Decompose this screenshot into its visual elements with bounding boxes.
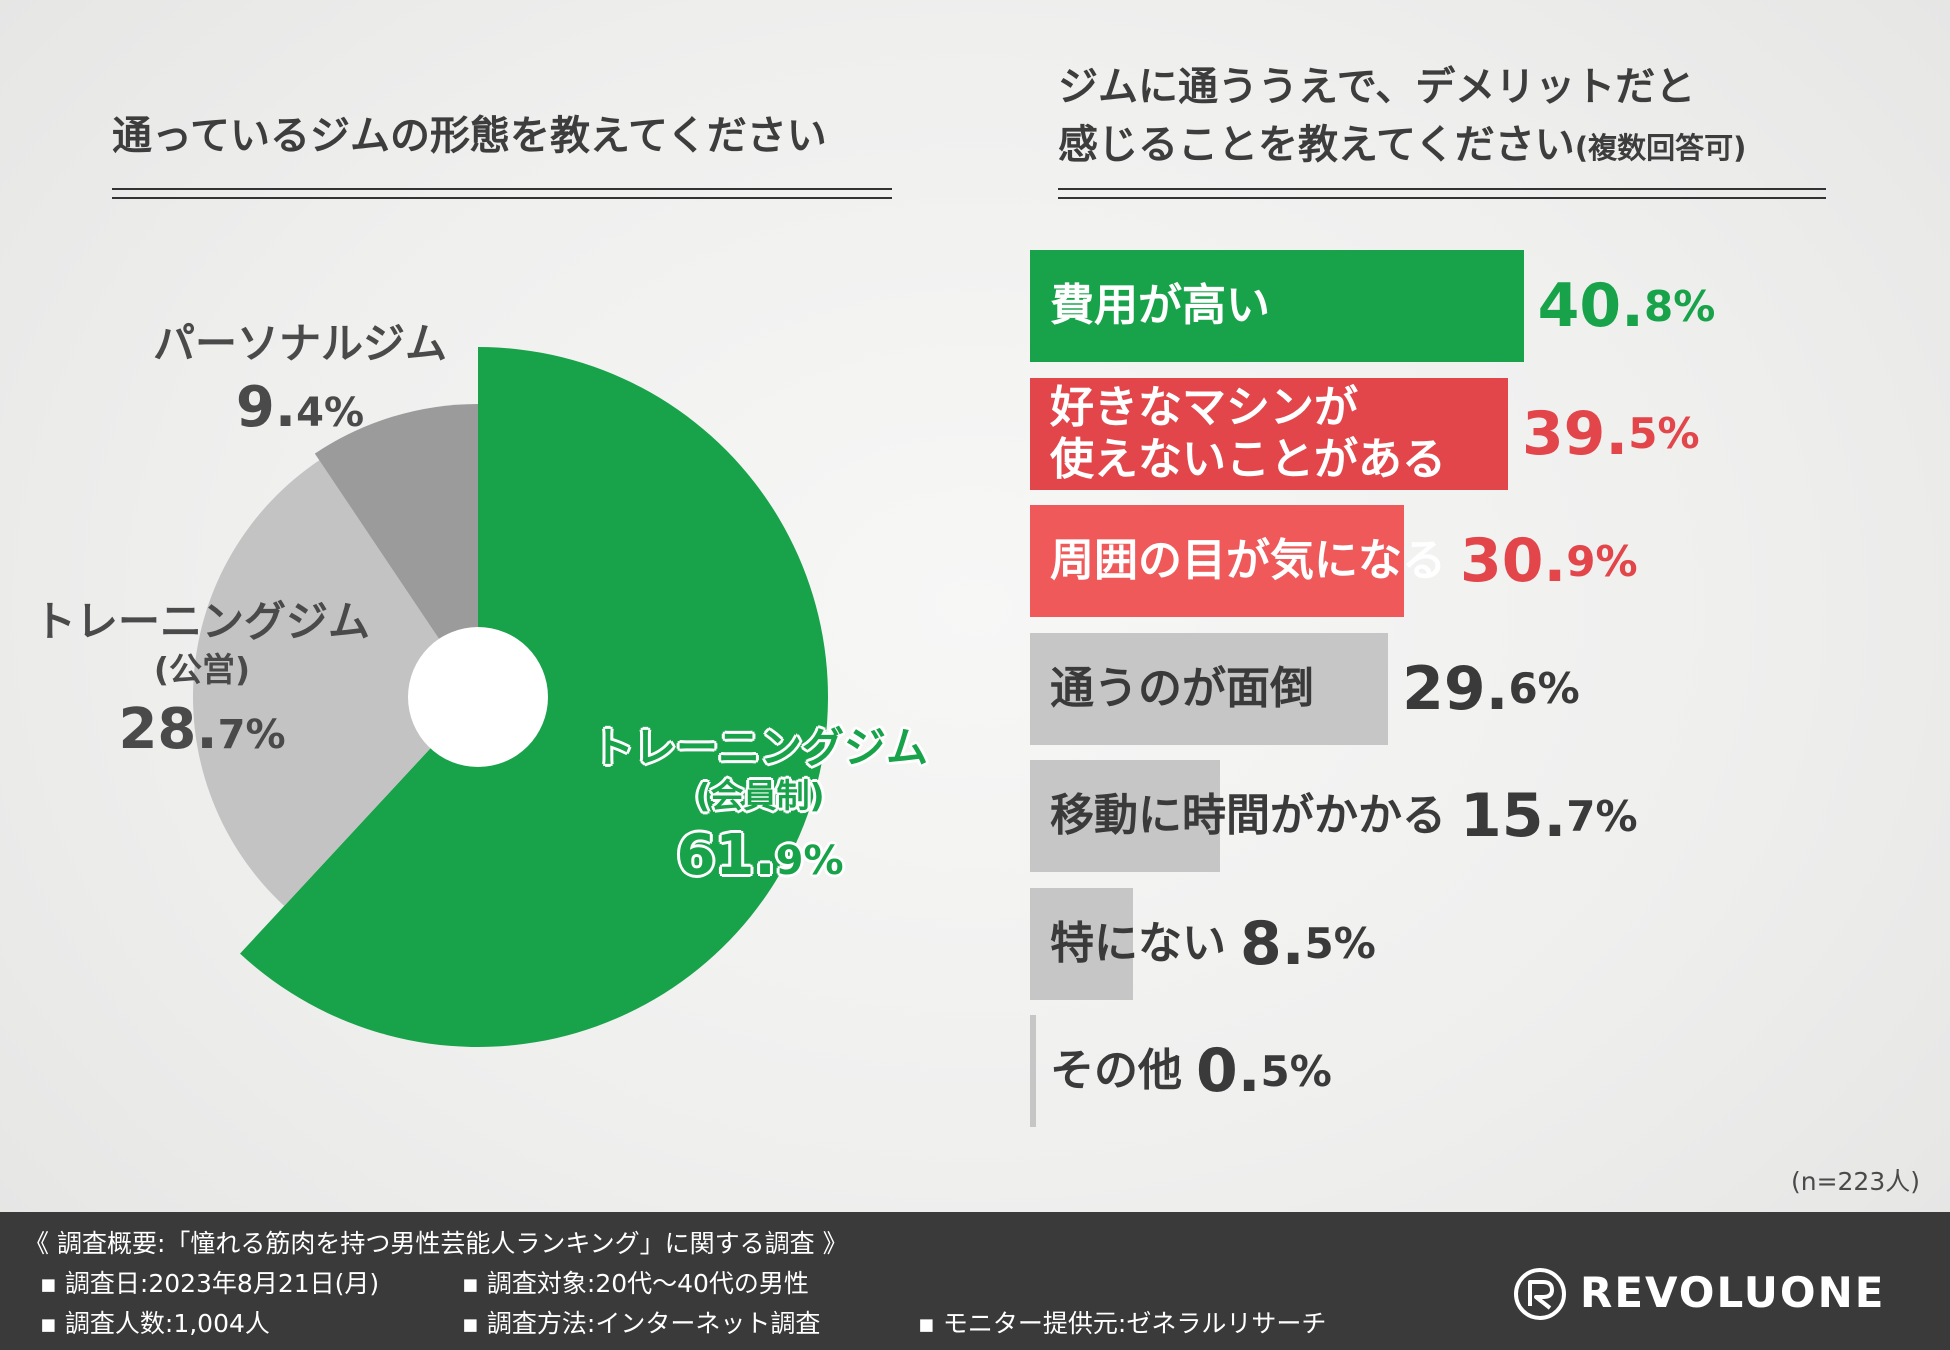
bar-row: 特にない 8. 5% (1030, 887, 1890, 1000)
sample-size-note: (n=223人) (1790, 1167, 1920, 1196)
pie-label-personal-gym: パーソナルジム 9.4% (120, 318, 480, 451)
brand-logo: REVOLUONE (1512, 1264, 1926, 1324)
bar-fill (1030, 1015, 1037, 1127)
pie-center-hole (408, 627, 548, 767)
pie-label-membership-value-small: 9% (775, 838, 844, 884)
pie-label-public-sub: (公営) (153, 650, 251, 689)
bar-value-label: 29. 6% (1402, 633, 1580, 745)
bar-value-main: 29. (1402, 653, 1509, 724)
survey-footer: 《 調査概要:「憧れる筋肉を持つ男性芸能人ランキング」に関する調査 》 ▪ 調査… (0, 1212, 1950, 1350)
right-title-line-1: ジムに通ううえで、デメリットだと (1058, 64, 1696, 110)
pie-label-personal-value-small: 4% (296, 390, 365, 436)
pie-label-personal-value: 9.4% (120, 370, 480, 451)
bar-category-text: 通うのが面倒 (1050, 663, 1314, 715)
bar-category-text: 特にない (1050, 918, 1226, 970)
bar-fill (1030, 505, 1404, 617)
bar-value-main: 15. (1460, 781, 1567, 851)
bar-category-line: 移動に時間がかかる (1050, 790, 1446, 841)
bar-value-small: 8% (1643, 281, 1716, 331)
survey-target: ▪ 調査対象:20代〜40代の男性 (462, 1269, 809, 1298)
right-title-line-2: 感じることを教えてください(複数回答可) (1058, 116, 1858, 177)
bar-value-small: 5% (1260, 1046, 1332, 1096)
bar-value-small: 7% (1566, 791, 1638, 841)
bar-fill (1030, 887, 1133, 1000)
bar-row: 移動に時間がかかる 15. 7% (1030, 760, 1890, 872)
pie-label-public-value-main: 28. (118, 697, 218, 762)
pie-label-membership-name: トレーニングジム (591, 723, 928, 772)
bar-value-main: 30. (1460, 526, 1567, 596)
bar-value-label: 0. 5% (1196, 1015, 1332, 1127)
bar-category-label: 移動に時間がかかる (1050, 760, 1446, 872)
bar-category-line: 周囲の目が気になる (1050, 535, 1446, 586)
pie-label-personal-value-main: 9. (235, 375, 297, 440)
pie-label-membership-gym: トレーニングジム (会員制) 61.9% (560, 722, 960, 899)
survey-count: ▪ 調査人数:1,004人 (40, 1309, 270, 1338)
bar-category-label: 通うのが面倒 (1050, 633, 1314, 745)
bar-category-label: その他 (1050, 1015, 1182, 1127)
survey-method: ▪ 調査方法:インターネット調査 (462, 1309, 821, 1338)
bar-value-main: 0. (1196, 1036, 1261, 1106)
left-chart-title: 通っているジムの形態を教えてください (112, 113, 827, 159)
right-title-note: (複数回答可) (1574, 131, 1747, 165)
left-title-divider (112, 188, 892, 199)
bar-category-label: 費用が高い (1050, 250, 1270, 362)
bar-value-main: 8. (1240, 908, 1305, 979)
pie-label-membership-value-main: 61. (676, 823, 776, 888)
bar-row: 好きなマシンが 使えないことがある 39. 5% (1030, 377, 1890, 490)
bar-category-line: 使えないことがある (1050, 433, 1446, 485)
bar-value-small: 5% (1304, 919, 1376, 968)
bar-category-line: その他 (1050, 1045, 1182, 1096)
bar-category-text: その他 (1050, 1045, 1182, 1097)
survey-title: 《 調査概要:「憧れる筋肉を持つ男性芸能人ランキング」に関する調査 》 (24, 1229, 848, 1258)
gym-type-pie-chart (192, 347, 829, 1047)
pie-slice-personal-gym (314, 404, 478, 697)
right-title-divider (1058, 188, 1826, 199)
bar-value-label: 39. 5% (1522, 378, 1700, 490)
pie-label-public-value-small: 7% (217, 712, 286, 758)
brand-name: REVOLUONE (1580, 1268, 1886, 1317)
bar-fill (1030, 760, 1220, 872)
bar-fill (1030, 377, 1508, 490)
bar-value-label: 30. 9% (1460, 505, 1638, 617)
bar-category-text: 周囲の目が気になる (1050, 535, 1446, 587)
bar-value-small: 6% (1508, 664, 1580, 713)
bar-value-main: 40. (1537, 271, 1644, 341)
bar-value-label: 40. 8% (1538, 250, 1716, 362)
bar-row: 費用が高い 40. 8% (1030, 250, 1890, 362)
pie-label-membership-value: 61.9% (560, 818, 960, 899)
pie-slice-public-gym (192, 460, 478, 906)
bar-category-line: 特にない (1050, 917, 1226, 969)
bar-value-label: 15. 7% (1460, 760, 1638, 872)
bar-row: 通うのが面倒 29. 6% (1030, 632, 1890, 745)
bar-value-label: 8. 5% (1240, 888, 1376, 1000)
bar-row: その他 0. 5% (1030, 1015, 1890, 1127)
bar-category-text: 移動に時間がかかる (1050, 790, 1446, 842)
bar-category-label: 特にない (1050, 888, 1226, 1000)
brand-mark-icon (1514, 1268, 1566, 1320)
bar-category-text: 好きなマシンが 使えないことがある (1050, 382, 1446, 486)
pie-label-public-name: トレーニングジム (33, 597, 370, 646)
bar-category-line: 好きなマシンが (1050, 381, 1358, 433)
pie-label-public-gym: トレーニングジム (公営) 28.7% (22, 596, 382, 773)
bar-value-small: 9% (1566, 536, 1638, 586)
bar-category-label: 周囲の目が気になる (1050, 505, 1446, 617)
drawbacks-bar-chart: 費用が高い 40. 8% 好きなマシンが 使えないことがある 39. 5% 周囲の目が気になる… (1030, 250, 1890, 1127)
bar-fill (1030, 632, 1389, 745)
bar-fill (1030, 250, 1524, 362)
bar-category-text: 費用が高い (1050, 280, 1270, 332)
pie-label-public-value: 28.7% (22, 692, 382, 773)
pie-label-membership-sub: (会員制) (695, 776, 825, 815)
bar-value-main: 39. (1521, 398, 1629, 469)
survey-date: ▪ 調査日:2023年8月21日(月) (40, 1269, 380, 1298)
bar-category-line: 通うのが面倒 (1050, 662, 1314, 714)
bar-value-small: 5% (1628, 409, 1700, 458)
bar-category-label: 好きなマシンが 使えないことがある (1050, 378, 1446, 490)
survey-monitor: ▪ モニター提供元:ゼネラルリサーチ (918, 1309, 1327, 1338)
right-chart-title: ジムに通ううえで、デメリットだと 感じることを教えてください(複数回答可) (1058, 58, 1858, 177)
right-title-line-2-text: 感じることを教えてください (1058, 122, 1575, 168)
pie-label-personal-name: パーソナルジム (152, 319, 447, 368)
bar-row: 周囲の目が気になる 30. 9% (1030, 505, 1890, 617)
bar-category-line: 費用が高い (1050, 280, 1270, 331)
